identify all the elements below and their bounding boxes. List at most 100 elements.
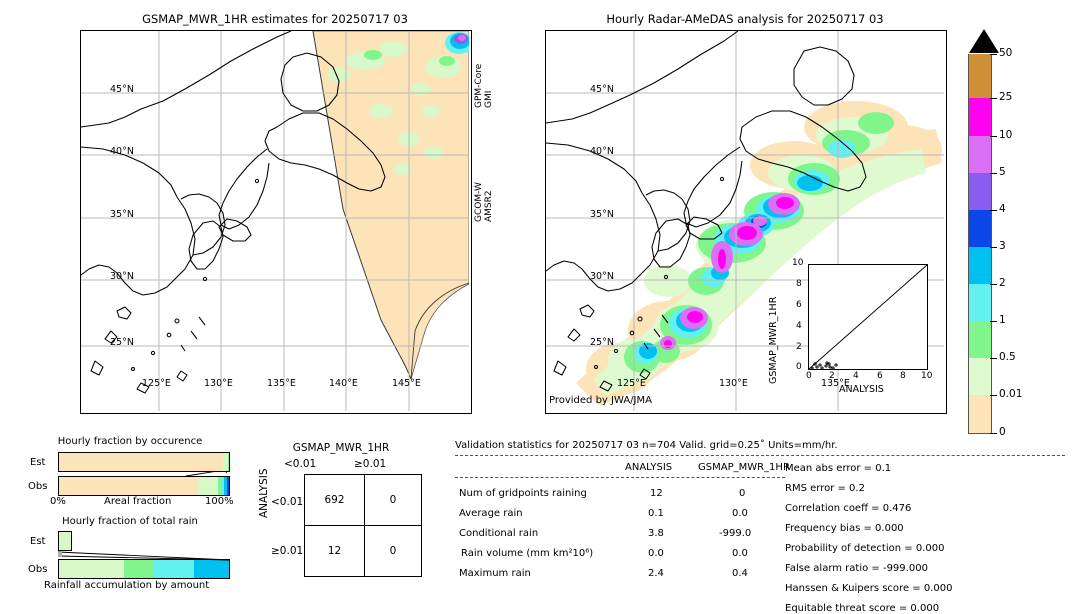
contingency-table[interactable]: GSMAP_MWR_1HR <0.01 ≥0.01 ANALYSIS <0.01… <box>258 440 422 590</box>
validation-score-2: Correlation coeff = 0.476 <box>785 503 912 514</box>
occurrence-bar-obs-seg-0 <box>59 477 198 495</box>
colorbar-segment-4-3 <box>968 210 992 247</box>
map-credit: Provided by JWA/JMA <box>549 395 652 406</box>
validation-statistics[interactable]: Validation statistics for 20250717 03 n=… <box>455 440 1075 614</box>
occurrence-bar-obs-seg-4 <box>224 477 227 495</box>
validation-row-label-0: Num of gridpoints raining <box>459 488 587 499</box>
colorbar-label-10: 10 <box>999 129 1013 141</box>
validation-col-header-estimate: GSMAP_MWR_1HR <box>698 462 790 473</box>
validation-divider-mid <box>455 477 785 478</box>
validation-row-analysis-0: 12 <box>650 488 663 499</box>
table-row: 692 0 <box>303 474 422 526</box>
scatter-inset[interactable]: GSMAP_MWR_1HR 10 8 6 4 2 0 0 2 4 6 <box>766 258 942 408</box>
left-panel-title: GSMAP_MWR_1HR estimates for 20250717 03 <box>142 12 408 26</box>
validation-row-analysis-3: 0.0 <box>648 548 664 559</box>
left-map-canvas <box>81 31 469 411</box>
validation-score-1: RMS error = 0.2 <box>785 483 865 494</box>
left-lon-tick-2: 135°E <box>267 378 296 389</box>
accumulation-bar-obs <box>58 559 230 579</box>
sensor-label-gpm-line1: GPM-Core <box>474 63 484 108</box>
left-lon-tick-0: 125°E <box>142 378 171 389</box>
colorbar-tick-5 <box>990 173 997 174</box>
occurrence-bar-obs-seg-2 <box>217 477 222 495</box>
accumulation-row-label-obs: Obs <box>28 564 48 575</box>
colorbar[interactable]: 50 25 10 5 4 3 2 1 0.5 0.01 0 <box>968 28 1068 438</box>
contingency-col-header-1: ≥0.01 <box>354 458 387 470</box>
colorbar-segment-50-25 <box>968 54 992 98</box>
colorbar-label-1: 1 <box>999 314 1006 326</box>
contingency-col-header-0: <0.01 <box>284 458 317 470</box>
right-lon-tick-2: 135°E <box>821 378 850 389</box>
colorbar-label-4: 4 <box>999 203 1006 215</box>
accumulation-row-label-est: Est <box>30 536 46 547</box>
occurrence-row-label-est: Est <box>30 457 46 468</box>
colorbar-segment-001-0 <box>968 395 992 434</box>
validation-row-label-2: Conditional rain <box>459 528 539 539</box>
validation-row-estimate-3: 0.0 <box>732 548 748 559</box>
accumulation-chart[interactable]: Hourly fraction of total rain Est Obs Ra… <box>20 516 240 596</box>
colorbar-over-arrow <box>969 29 999 53</box>
scatter-ytick-6: 6 <box>796 300 802 310</box>
occurrence-bar-obs-seg-5 <box>226 477 229 495</box>
colorbar-tick-1 <box>990 321 997 322</box>
colorbar-segment-2-1 <box>968 284 992 321</box>
colorbar-label-2: 2 <box>999 277 1006 289</box>
accumulation-bar-est <box>58 531 72 551</box>
contingency-cell-1-0: 12 <box>303 525 366 577</box>
right-lat-tick-0: 45°N <box>590 84 614 95</box>
accumulation-bar-obs-seg-1 <box>123 560 154 578</box>
colorbar-label-3: 3 <box>999 240 1006 252</box>
occurrence-bar-obs-seg-1 <box>197 477 218 495</box>
left-map[interactable] <box>80 30 472 414</box>
sensor-label-gcom-line1: GCOM-W <box>474 182 484 222</box>
scatter-ytick-10: 10 <box>792 258 804 268</box>
scatter-xtick-4: 4 <box>853 371 859 381</box>
validation-score-7: Equitable threat score = 0.000 <box>785 603 940 614</box>
contingency-cell-0-0: 692 <box>303 474 366 526</box>
left-lat-tick-1: 40°N <box>110 146 134 157</box>
accumulation-xlabel: Rainfall accumulation by amount <box>44 580 210 591</box>
validation-row-estimate-1: 0.0 <box>732 508 748 519</box>
scatter-xtick-10: 10 <box>921 371 933 381</box>
right-lat-tick-4: 25°N <box>590 337 614 348</box>
validation-row-analysis-2: 3.8 <box>648 528 664 539</box>
accumulation-bar-est-seg-0 <box>59 532 71 550</box>
scatter-plot-box <box>808 264 928 370</box>
colorbar-segment-3-2 <box>968 247 992 284</box>
scatter-points <box>809 265 927 369</box>
occurrence-chart-title: Hourly fraction by occurence <box>57 436 203 447</box>
colorbar-segment-25-10 <box>968 98 992 136</box>
scatter-xtick-2: 2 <box>829 371 835 381</box>
scatter-ytick-0: 0 <box>796 362 802 372</box>
validation-divider-top <box>455 455 1065 456</box>
colorbar-tick-2 <box>990 284 997 285</box>
validation-row-label-3: Rain volume (mm km²10⁶) <box>461 548 594 559</box>
validation-row-label-1: Average rain <box>459 508 523 519</box>
validation-score-6: Hanssen & Kuipers score = 0.000 <box>785 583 953 594</box>
colorbar-label-05: 0.5 <box>999 351 1016 363</box>
scatter-xlabel: ANALYSIS <box>839 384 884 395</box>
occurrence-xlabel: Areal fraction <box>104 496 172 507</box>
scatter-ytick-4: 4 <box>796 321 802 331</box>
scatter-xtick-8: 8 <box>900 371 906 381</box>
colorbar-tick-25 <box>990 98 997 99</box>
contingency-row-axis-title: ANALYSIS <box>258 468 270 518</box>
occurrence-bar-est <box>58 452 230 472</box>
left-lon-tick-1: 130°E <box>204 378 233 389</box>
validation-row-analysis-4: 2.4 <box>648 568 664 579</box>
contingency-row-header-0: <0.01 <box>271 496 304 508</box>
colorbar-tick-0 <box>990 433 997 434</box>
occurrence-bar-obs <box>58 476 230 496</box>
left-lat-tick-0: 45°N <box>110 84 134 95</box>
scatter-xtick-0: 0 <box>806 371 812 381</box>
occurrence-row-label-obs: Obs <box>28 481 48 492</box>
validation-score-0: Mean abs error = 0.1 <box>785 463 892 474</box>
scatter-xtick-6: 6 <box>877 371 883 381</box>
colorbar-tick-001 <box>990 395 997 396</box>
left-lat-tick-3: 30°N <box>110 271 134 282</box>
occurrence-bar-est-seg-1 <box>223 453 229 471</box>
scatter-ytick-2: 2 <box>796 342 802 352</box>
colorbar-tick-3 <box>990 247 997 248</box>
validation-col-header-analysis: ANALYSIS <box>625 462 673 473</box>
occurrence-chart[interactable]: Hourly fraction by occurence Est Obs 0% … <box>20 436 240 508</box>
